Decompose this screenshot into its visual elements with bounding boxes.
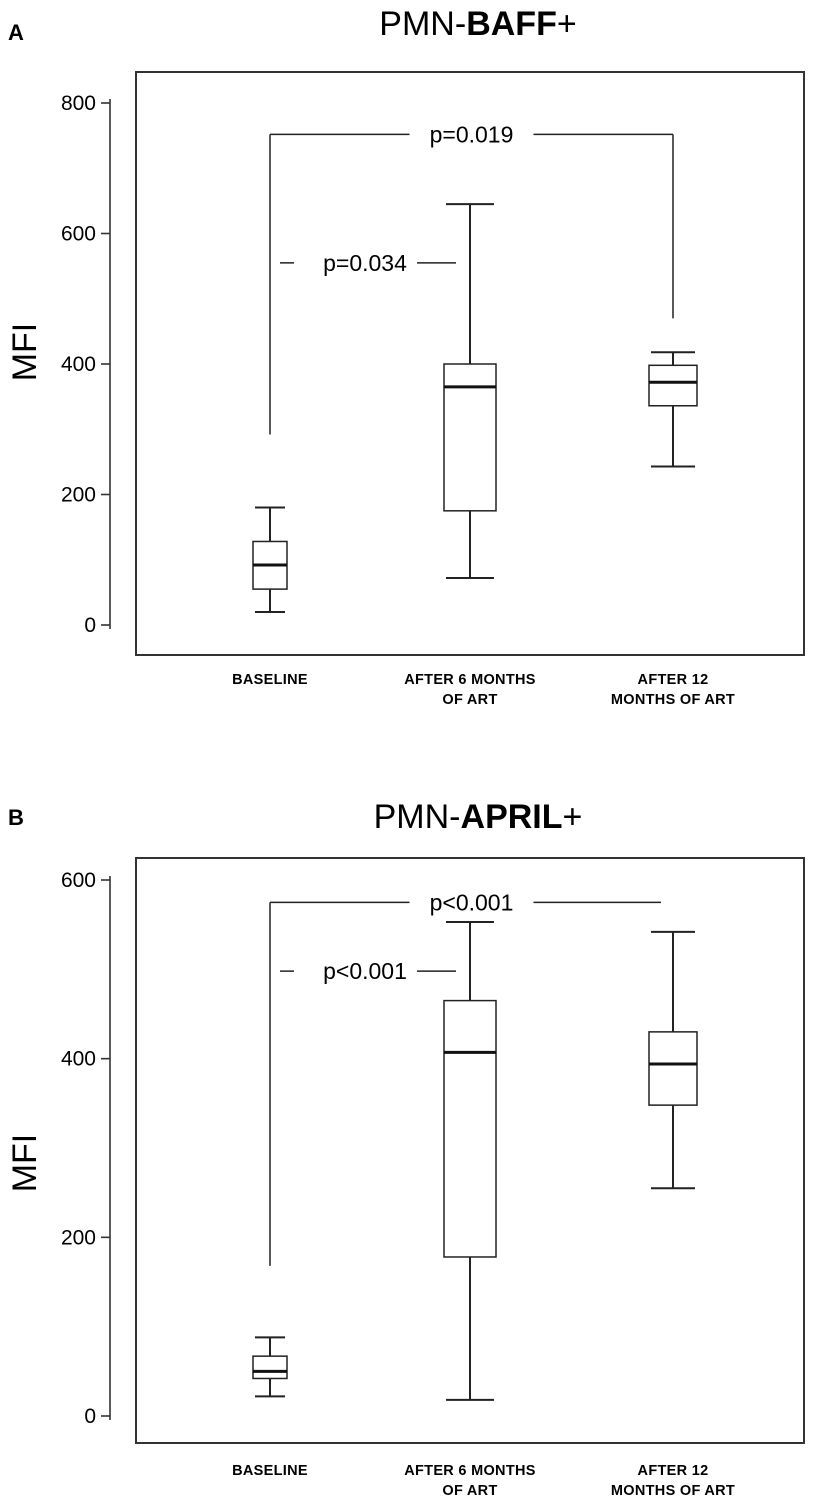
- y-tick-label: 400: [61, 1048, 96, 1071]
- iqr-box: [252, 1355, 288, 1380]
- x-category-label: AFTER 12 MONTHS OF ART: [611, 672, 735, 708]
- y-tick-label: 800: [61, 92, 96, 115]
- y-axis-label: MFI: [6, 1134, 44, 1193]
- x-category-label: AFTER 12 MONTHS OF ART: [611, 1463, 735, 1499]
- x-category-label-line: MONTHS OF ART: [611, 692, 735, 708]
- panel-a: A PMN-BAFF+ MFI 0 200 400 600 800 BASELINE AFTER …: [6, 5, 805, 708]
- x-category-label: BASELINE: [232, 672, 308, 688]
- box-1: [252, 506, 288, 613]
- x-category-label: AFTER 6 MONTHS OF ART: [404, 1463, 536, 1499]
- x-category-label: AFTER 6 MONTHS OF ART: [404, 672, 536, 708]
- box-3: [648, 930, 698, 1190]
- significance-annotation: p<0.001: [269, 889, 661, 1266]
- significance-annotation: p<0.001: [280, 958, 456, 984]
- title-suffix: +: [563, 798, 583, 836]
- x-category-label-line: AFTER 6 MONTHS: [404, 672, 536, 688]
- p-value-label: p<0.001: [323, 958, 407, 984]
- y-axis-label: MFI: [6, 323, 44, 382]
- x-category-label-line: AFTER 6 MONTHS: [404, 1463, 536, 1479]
- title-prefix: PMN-: [379, 5, 466, 43]
- y-tick-label: 400: [61, 353, 96, 376]
- p-value-label: p<0.001: [430, 889, 514, 915]
- title-bold: BAFF: [466, 5, 557, 43]
- iqr-box: [443, 363, 497, 512]
- y-tick-label: 200: [61, 484, 96, 507]
- y-tick-label: 600: [61, 223, 96, 246]
- significance-annotation: p=0.019: [269, 121, 674, 435]
- iqr-box: [443, 999, 497, 1258]
- y-tick-label: 200: [61, 1226, 96, 1249]
- p-value-label: p=0.019: [430, 121, 514, 147]
- plot-frame: [135, 857, 805, 1444]
- title-bold: APRIL: [461, 798, 563, 836]
- y-tick-label: 600: [61, 869, 96, 892]
- chart-title: PMN-BAFF+: [379, 5, 576, 43]
- plot-frame: [135, 71, 805, 656]
- x-category-label-line: BASELINE: [232, 1463, 308, 1479]
- x-category-label-line: AFTER 12: [638, 672, 709, 688]
- y-tick-label: 0: [84, 614, 96, 637]
- box-2: [443, 920, 497, 1401]
- title-prefix: PMN-: [374, 798, 461, 836]
- iqr-box: [648, 364, 698, 407]
- chart-title: PMN-APRIL+: [374, 798, 583, 836]
- panel-b: B PMN-APRIL+ MFI 0 200 400 600 BASELINE AFTER 6 …: [6, 798, 805, 1499]
- panel-letter: A: [8, 20, 24, 45]
- panel-letter: B: [8, 805, 24, 830]
- x-category-label-line: MONTHS OF ART: [611, 1483, 735, 1499]
- y-tick-label: 0: [84, 1405, 96, 1428]
- box-1: [252, 1336, 288, 1398]
- box-2: [443, 203, 497, 580]
- box-3: [648, 351, 698, 468]
- iqr-box: [648, 1031, 698, 1106]
- significance-annotation: p=0.034: [280, 250, 456, 276]
- x-category-label: BASELINE: [232, 1463, 308, 1479]
- x-category-label-line: OF ART: [442, 692, 497, 708]
- title-suffix: +: [557, 5, 577, 43]
- x-category-label-line: OF ART: [442, 1483, 497, 1499]
- x-category-label-line: BASELINE: [232, 672, 308, 688]
- p-value-label: p=0.034: [323, 250, 407, 276]
- x-category-label-line: AFTER 12: [638, 1463, 709, 1479]
